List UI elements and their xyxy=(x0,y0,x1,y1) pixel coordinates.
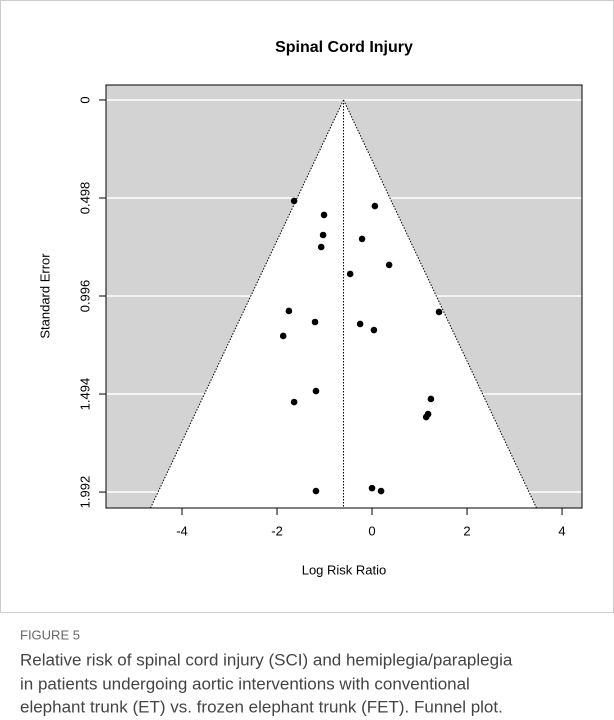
y-tick-label: 0 xyxy=(77,96,92,103)
study-point xyxy=(312,387,320,395)
study-point xyxy=(285,307,293,315)
study-point xyxy=(279,332,287,340)
study-point xyxy=(368,484,376,492)
x-tick-label: -4 xyxy=(176,523,188,538)
study-point xyxy=(356,320,364,328)
y-tick-label: 1.494 xyxy=(77,378,92,411)
study-point xyxy=(317,243,325,251)
x-tick-label: 4 xyxy=(558,523,565,538)
study-point xyxy=(371,202,379,210)
funnel-edge xyxy=(343,99,537,509)
caption-line: Relative risk of spinal cord injury (SCI… xyxy=(20,650,513,669)
y-tick-label: 0.498 xyxy=(77,182,92,215)
study-point xyxy=(290,398,298,406)
study-point xyxy=(370,326,378,334)
funnel-edge xyxy=(150,99,344,509)
y-axis-label: Standard Error xyxy=(37,253,52,339)
study-point xyxy=(319,231,327,239)
x-tick-label: 0 xyxy=(368,523,375,538)
study-point xyxy=(422,413,430,421)
x-tick-label: 2 xyxy=(463,523,470,538)
caption-label: FIGURE 5 xyxy=(20,627,80,642)
study-point xyxy=(320,211,328,219)
study-point xyxy=(358,235,366,243)
study-point xyxy=(312,487,320,495)
study-point xyxy=(377,487,385,495)
y-tick-label: 1.992 xyxy=(77,476,92,509)
caption-line: elephant trunk (ET) vs. frozen elephant … xyxy=(20,697,503,716)
x-axis-label: Log Risk Ratio xyxy=(302,562,387,577)
study-point xyxy=(385,261,393,269)
study-point xyxy=(427,395,435,403)
chart-title: Spinal Cord Injury xyxy=(275,39,413,56)
study-point xyxy=(311,318,319,326)
y-tick-label: 0.996 xyxy=(77,280,92,313)
study-point xyxy=(346,270,354,278)
study-point xyxy=(435,308,443,316)
x-tick-label: -2 xyxy=(271,523,283,538)
study-point xyxy=(290,197,298,205)
caption-line: in patients undergoing aortic interventi… xyxy=(20,674,470,693)
